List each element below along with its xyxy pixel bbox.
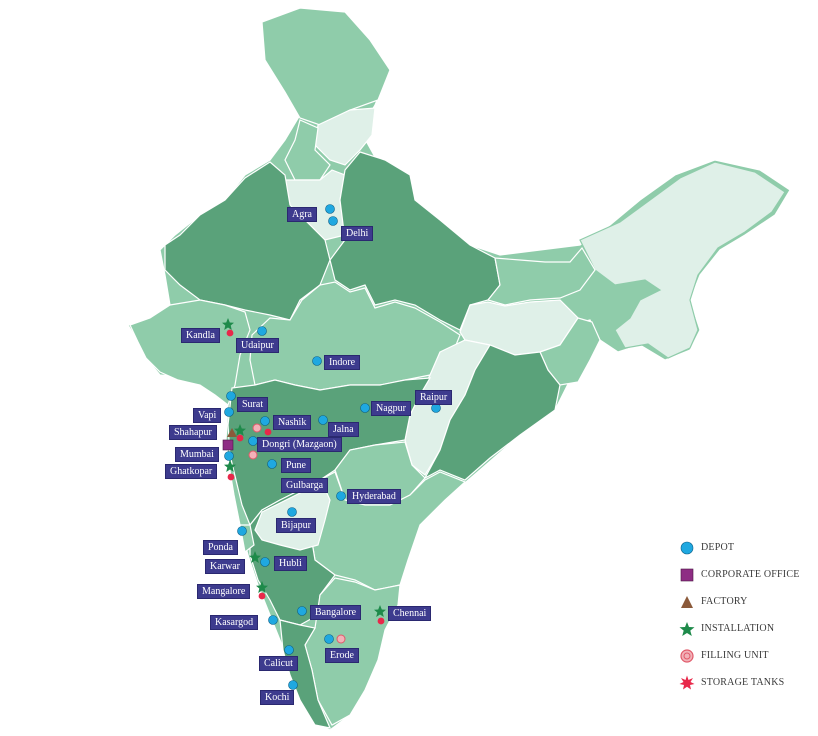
legend-row-corporate: CORPORATE OFFICE — [678, 561, 818, 588]
depot-surat-marker[interactable] — [226, 391, 236, 401]
region-bihar — [486, 246, 596, 306]
city-label-vapi[interactable]: Vapi — [193, 408, 222, 423]
city-label-jalna[interactable]: Jalna — [328, 422, 359, 437]
city-label-delhi[interactable]: Delhi — [341, 226, 374, 241]
storage-chennai-icon[interactable] — [377, 617, 385, 625]
storage-mangalore-icon[interactable] — [258, 592, 266, 600]
depot-nagpur-marker[interactable] — [360, 403, 370, 413]
region-westbengal — [539, 317, 601, 386]
storage-tanks-legend-icon — [678, 674, 696, 692]
storage-kandla-icon[interactable] — [226, 329, 234, 337]
city-label-kochi[interactable]: Kochi — [260, 690, 295, 705]
depot-delhi-marker[interactable] — [328, 216, 338, 226]
filling-nashik-icon[interactable] — [252, 423, 262, 433]
installation-ghatkopar-icon[interactable] — [224, 460, 236, 472]
city-label-mumbai[interactable]: Mumbai — [175, 447, 219, 462]
installation-karwar-icon[interactable] — [249, 551, 261, 563]
legend-label: CORPORATE OFFICE — [701, 569, 800, 580]
depot-hubli-marker[interactable] — [260, 557, 270, 567]
city-label-nagpur[interactable]: Nagpur — [371, 401, 411, 416]
city-label-raipur[interactable]: Raipur — [415, 390, 453, 405]
storage-shahapur-icon[interactable] — [236, 434, 244, 442]
city-label-kasargod[interactable]: Kasargod — [210, 615, 259, 630]
depot-hyderabad-marker[interactable] — [336, 491, 346, 501]
depot-mumbai-marker[interactable] — [224, 451, 234, 461]
city-label-dongri[interactable]: Dongri (Mazgaon) — [257, 437, 342, 452]
depot-kasargod-marker[interactable] — [268, 615, 278, 625]
legend-label: FACTORY — [701, 596, 748, 607]
city-label-gulbarga[interactable]: Gulbarga — [281, 478, 329, 493]
region-rajasthan — [164, 161, 331, 321]
legend-label: STORAGE TANKS — [701, 677, 785, 688]
legend-label: DEPOT — [701, 542, 735, 553]
depot-calicut-marker[interactable] — [284, 645, 294, 655]
depot-pune-marker[interactable] — [267, 459, 277, 469]
depot-vapi-marker[interactable] — [224, 407, 234, 417]
city-label-mangalore[interactable]: Mangalore — [197, 584, 251, 599]
depot-bangalore-marker[interactable] — [297, 606, 307, 616]
depot-indore-marker[interactable] — [312, 356, 322, 366]
city-label-ghatkopar[interactable]: Ghatkopar — [165, 464, 218, 479]
city-label-erode[interactable]: Erode — [325, 648, 359, 663]
factory-icon[interactable] — [227, 428, 237, 437]
northeast-region — [579, 161, 786, 359]
city-label-shahapur[interactable]: Shahapur — [169, 425, 217, 440]
region-jk — [261, 7, 391, 126]
city-label-ponda[interactable]: Ponda — [203, 540, 238, 555]
depot-nashik-marker[interactable] — [260, 416, 270, 426]
installation-chennai-icon[interactable] — [374, 605, 386, 617]
depot-bijapur-marker[interactable] — [287, 507, 297, 517]
depot-udaipur-marker[interactable] — [257, 326, 267, 336]
city-label-surat[interactable]: Surat — [237, 397, 269, 412]
filling-erode-icon[interactable] — [336, 634, 346, 644]
filling-dongri-icon[interactable] — [248, 450, 258, 460]
installation-mangalore-icon[interactable] — [256, 581, 268, 593]
legend-label: INSTALLATION — [701, 623, 775, 634]
city-label-bangalore[interactable]: Bangalore — [310, 605, 362, 620]
legend-row-factory: FACTORY — [678, 588, 818, 615]
region-himachal — [314, 107, 376, 166]
depot-ponda-marker[interactable] — [237, 526, 247, 536]
corporate-office-legend-icon — [678, 566, 696, 584]
depot-jalna-marker[interactable] — [318, 415, 328, 425]
filling-unit-legend-icon — [678, 647, 696, 665]
city-label-kandla[interactable]: Kandla — [181, 328, 220, 343]
legend-row-depot: DEPOT — [678, 534, 818, 561]
legend-row-filling: FILLING UNIT — [678, 642, 818, 669]
installation-kandla-icon[interactable] — [222, 318, 234, 330]
city-label-agra[interactable]: Agra — [287, 207, 317, 222]
factory-legend-icon — [678, 593, 696, 611]
legend-label: FILLING UNIT — [701, 650, 769, 661]
corporate-office-icon[interactable] — [222, 439, 234, 451]
installation-legend-icon — [678, 620, 696, 638]
region-odisha — [423, 344, 561, 481]
installation-shahapur-icon[interactable] — [234, 424, 246, 436]
city-label-karwar[interactable]: Karwar — [205, 559, 245, 574]
legend-row-storage: STORAGE TANKS — [678, 669, 818, 696]
city-label-udaipur[interactable]: Udaipur — [236, 338, 279, 353]
depot-agra-marker[interactable] — [325, 204, 335, 214]
city-label-pune[interactable]: Pune — [281, 458, 311, 473]
city-label-indore[interactable]: Indore — [324, 355, 361, 370]
city-label-chennai[interactable]: Chennai — [388, 606, 432, 621]
depot-legend-icon — [678, 539, 696, 557]
legend-row-installation: INSTALLATION — [678, 615, 818, 642]
map-legend: DEPOT CORPORATE OFFICE FACTORY INSTALLAT… — [678, 534, 818, 696]
city-label-nashik[interactable]: Nashik — [273, 415, 312, 430]
depot-kochi-marker[interactable] — [288, 680, 298, 690]
region-gujarat — [129, 299, 251, 406]
city-label-bijapur[interactable]: Bijapur — [276, 518, 316, 533]
city-label-calicut[interactable]: Calicut — [259, 656, 298, 671]
depot-erode-marker[interactable] — [324, 634, 334, 644]
storage-nashik-icon[interactable] — [264, 428, 272, 436]
storage-ghatkopar-icon[interactable] — [227, 473, 235, 481]
city-label-hyderabad[interactable]: Hyderabad — [347, 489, 401, 504]
region-up — [329, 151, 501, 331]
city-label-hubli[interactable]: Hubli — [274, 556, 307, 571]
